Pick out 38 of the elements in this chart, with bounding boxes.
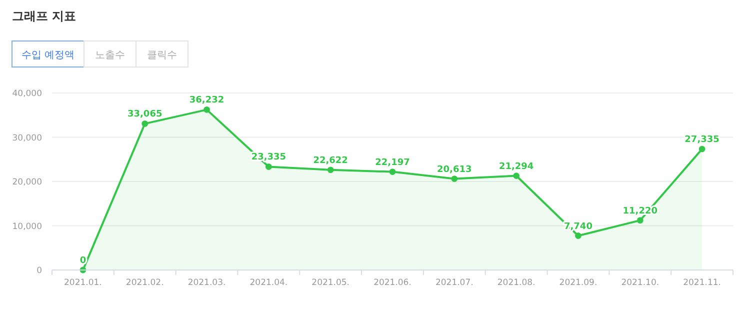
x-tick-label: 2021.06. <box>374 278 412 288</box>
point <box>142 120 148 127</box>
y-tick-label: 40,000 <box>12 89 42 99</box>
text: 노출수 <box>95 50 125 61</box>
point <box>513 172 520 179</box>
chart-title: 그래프 지표 <box>12 9 76 23</box>
point <box>327 166 334 174</box>
text: 수입 예정액 <box>21 50 75 61</box>
x-tick-label: 2021.03. <box>188 278 226 288</box>
point <box>389 168 396 175</box>
x-tick-label: 2021.01. <box>64 278 102 288</box>
data-label: 27,335 <box>684 135 720 146</box>
y-tick-label: 10,000 <box>12 222 42 232</box>
text: 클릭수 <box>147 50 177 61</box>
data-label: 21,294 <box>498 162 534 172</box>
x-tick-label: 2021.02. <box>126 278 164 288</box>
point <box>451 176 458 182</box>
x-tick-label: 2021.08. <box>497 278 536 288</box>
x-tick-label: 2021.05. <box>312 278 350 288</box>
x-tick-label: 2021.11. <box>683 278 721 288</box>
y-tick-label: 0 <box>36 266 42 276</box>
point <box>204 106 210 113</box>
point <box>265 164 272 170</box>
y-tick-label: 30,000 <box>12 133 42 144</box>
data-label: 22,622 <box>313 156 348 166</box>
data-label: 36,232 <box>189 96 224 106</box>
x-tick-label: 2021.09. <box>559 278 598 288</box>
x-tick-label: 2021.10. <box>621 278 660 288</box>
point <box>575 232 582 239</box>
y-tick-label: 20,000 <box>12 178 42 188</box>
data-label: 20,613 <box>437 164 472 175</box>
data-label: 0 <box>80 256 86 266</box>
point <box>636 217 644 224</box>
point <box>698 146 706 152</box>
data-label: 22,197 <box>375 158 410 168</box>
x-tick-label: 2021.07. <box>435 278 474 288</box>
x-tick-label: 2021.04. <box>250 278 288 288</box>
data-label: 33,065 <box>127 110 162 120</box>
